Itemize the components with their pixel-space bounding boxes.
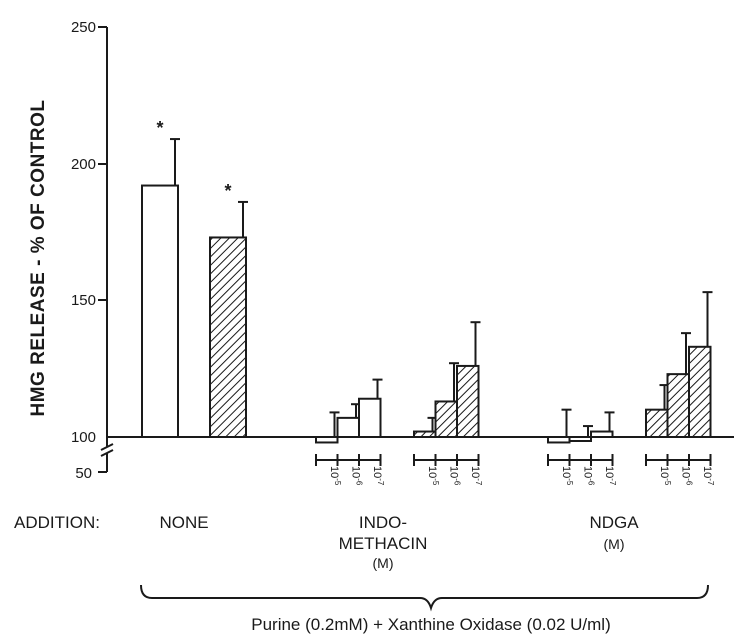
ndga-hatched-concentration-bracket-label-1: 10-6: [679, 466, 693, 486]
indomethacin-hatched-bar-3: [456, 364, 480, 438]
ndga-hatched-concentration-bracket: 10-5 10-6 10-7: [645, 454, 715, 486]
y-tick-label-150: 150: [71, 292, 96, 309]
none-bar-open-significance: *: [156, 118, 163, 138]
bottom-brace: [140, 584, 709, 612]
group-label-2-line-0: NDGA: [589, 513, 639, 532]
indomethacin-open-concentration-bracket-label-2: 10-7: [371, 466, 385, 486]
group-label-1-line-1: METHACIN: [339, 534, 428, 553]
y-tick-200: 200: [71, 156, 107, 173]
y-tick-100: 100: [71, 429, 96, 446]
ndga-open-concentration-bracket-label-0: 10-5: [560, 466, 574, 486]
indomethacin-open-concentration-bracket-label-1: 10-6: [349, 466, 363, 486]
indomethacin-hatched-concentration-bracket-label-2: 10-7: [469, 466, 483, 486]
y-axis-break: [100, 442, 114, 472]
ndga-open-concentration-bracket: 10-5 10-6 10-7: [547, 454, 617, 486]
y-tick-label-100: 100: [71, 429, 96, 446]
indomethacin-open-concentration-bracket-label-0: 10-5: [328, 466, 342, 486]
none-bar-open: [141, 184, 179, 438]
ndga-hatched-concentration-bracket-label-2: 10-7: [701, 466, 715, 486]
indomethacin-hatched-bar-2: [434, 400, 458, 439]
ndga-open-concentration-bracket-label-1: 10-6: [581, 466, 595, 486]
y-tick-150: 150: [71, 292, 107, 309]
indomethacin-open-bar-2: [336, 416, 360, 439]
indomethacin-open-bar-3: [358, 397, 382, 439]
y-tick-label-200: 200: [71, 156, 96, 173]
none-bar-hatched: [209, 236, 247, 438]
footer-caption: Purine (0.2mM) + Xanthine Oxidase (0.02 …: [251, 615, 611, 634]
bars-layer: **10-510-610-710-510-610-710-510-610-710…: [141, 118, 715, 486]
group-label-1-line-2: (M): [373, 555, 394, 571]
indomethacin-open-concentration-bracket: 10-5 10-6 10-7: [315, 454, 385, 486]
ndga-open-bar-1: [547, 436, 571, 444]
ndga-hatched-bar-3: [688, 345, 712, 438]
indomethacin-hatched-concentration-bracket-label-1: 10-6: [447, 466, 461, 486]
ndga-hatched-bar-2: [666, 373, 690, 438]
ndga-hatched-concentration-bracket-label-0: 10-5: [658, 466, 672, 486]
indomethacin-hatched-concentration-bracket: 10-5 10-6 10-7: [413, 454, 483, 486]
indomethacin-hatched-concentration-bracket-label-0: 10-5: [426, 466, 440, 486]
y-tick-250: 250: [71, 19, 107, 36]
ndga-hatched-bar-1: [645, 408, 669, 438]
ndga-open-concentration-bracket-label-2: 10-7: [603, 466, 617, 486]
indomethacin-hatched-bar-1: [413, 430, 437, 438]
ndga-open-bar-2: [568, 436, 592, 442]
group-label-1-line-0: INDO-: [359, 513, 407, 532]
group-labels: NONE INDO- METHACIN (M) NDGA (M): [159, 513, 639, 571]
none-bar-hatched-significance: *: [224, 181, 231, 201]
y-axis-label: HMG RELEASE - % OF CONTROL: [28, 100, 49, 417]
group-label-2-line-1: (M): [604, 536, 625, 552]
indomethacin-open-bar-1: [315, 436, 339, 444]
y-tick-label-250: 250: [71, 19, 96, 36]
addition-label: ADDITION:: [14, 513, 100, 532]
ndga-open-bar-3: [590, 430, 614, 438]
y-tick-label-50: 50: [75, 465, 92, 482]
y-tick-50: 50: [75, 465, 107, 482]
group-label-0-line-0: NONE: [159, 513, 208, 532]
